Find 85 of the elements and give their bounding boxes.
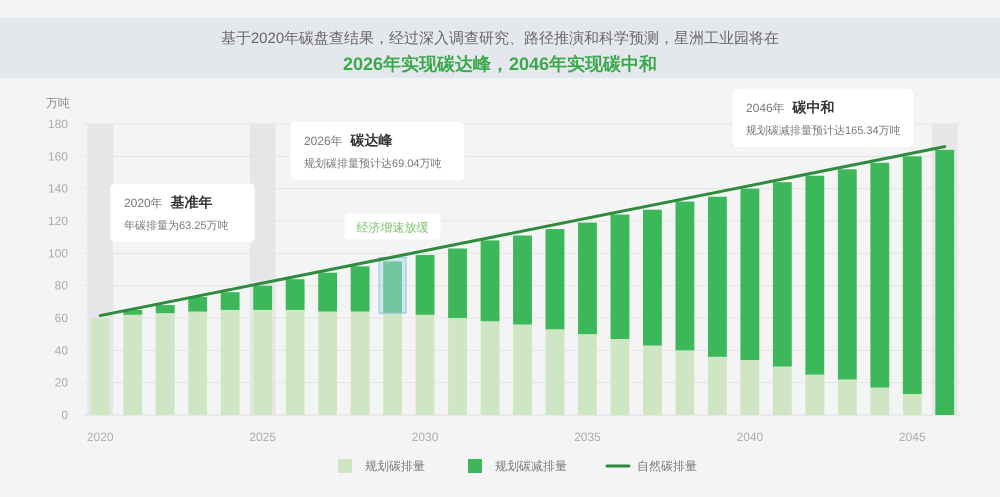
x-tick-label: 2035: [574, 430, 602, 444]
bar: [286, 310, 305, 415]
annotation: 经济增速放缓: [356, 220, 429, 234]
bar: [448, 248, 467, 318]
annotation: 碳达峰: [350, 132, 394, 148]
x-tick-label: 2040: [736, 430, 764, 444]
bar: [188, 312, 208, 415]
bar: [253, 286, 272, 310]
bar: [350, 312, 370, 415]
legend-label: 自然碳排量: [637, 459, 697, 473]
bar: [513, 236, 532, 324]
bar: [902, 394, 922, 415]
bar: [805, 374, 824, 415]
bar: [123, 314, 142, 415]
bar: [578, 334, 597, 415]
bar: [708, 356, 727, 415]
bar: [253, 310, 272, 415]
bar: [156, 305, 175, 314]
bar: [448, 318, 467, 415]
bar: [480, 240, 500, 322]
bar: [318, 312, 338, 415]
bar: [188, 296, 208, 312]
bar: [838, 379, 857, 415]
y-tick-label: 20: [54, 376, 68, 390]
bar: [416, 314, 434, 415]
annotation: 2020年: [124, 196, 163, 210]
y-tick-label: 180: [48, 117, 68, 131]
bar: [90, 318, 110, 415]
annotation: 规划碳排量预计达69.04万吨: [304, 157, 442, 170]
y-tick-label: 40: [54, 343, 68, 358]
annotation: 基准年: [170, 194, 213, 210]
bar: [546, 329, 564, 415]
chart-subtitle: 2026年实现碳达峰，2046年实现碳中和: [342, 54, 658, 74]
bar: [513, 324, 532, 415]
y-tick-label: 60: [54, 311, 68, 325]
y-tick-label: 160: [48, 149, 68, 164]
legend-item: 自然碳排量: [606, 459, 697, 473]
legend-label: 规划碳排量: [365, 459, 425, 473]
bar: [546, 229, 564, 330]
bar: [220, 310, 240, 415]
x-tick-label: 2030: [412, 430, 439, 444]
chart-title: 基于2020年碳盘查结果，经过深入调查研究、路径推演和科学预测，星洲工业园将在: [220, 30, 780, 47]
callout: 经济增速放缓: [344, 213, 441, 240]
callout: 2020年 基准年 年碳排量为63.25万吨: [110, 182, 256, 244]
callout: 2046年 碳中和 规划碳减排量预计达165.34万吨: [732, 88, 914, 148]
bar: [220, 292, 240, 310]
bar: [578, 222, 597, 334]
bar: [772, 366, 792, 415]
bar: [643, 210, 662, 346]
bar: [480, 321, 500, 415]
x-tick-label: 2020: [86, 430, 114, 444]
x-tick-label: 2025: [249, 430, 276, 444]
legend-item: 规划碳排量: [338, 459, 425, 473]
bar: [870, 162, 890, 388]
bar: [902, 156, 922, 394]
y-tick-label: 80: [54, 278, 68, 293]
bar: [610, 214, 630, 340]
bar: [286, 279, 305, 310]
bar: [772, 182, 792, 366]
bar: [610, 339, 630, 415]
bar: [156, 313, 175, 415]
y-tick-label: 0: [61, 408, 68, 422]
bar: [805, 176, 824, 375]
y-axis-title: 万吨: [46, 96, 70, 110]
bar: [350, 266, 370, 312]
legend-item: 规划碳减排量: [468, 459, 567, 473]
bar: [675, 350, 694, 415]
bar: [416, 254, 434, 315]
y-tick-label: 120: [48, 214, 68, 228]
legend-label: 规划碳减排量: [495, 459, 567, 473]
bar: [838, 169, 857, 380]
annotation: 2026年: [304, 134, 343, 148]
y-tick-label: 100: [48, 246, 68, 260]
bar: [870, 388, 890, 415]
bar: [643, 345, 662, 415]
bar: [318, 272, 338, 312]
y-tick-label: 140: [48, 182, 68, 196]
annotation: 规划碳减排量预计达165.34万吨: [746, 124, 901, 137]
bar: [708, 196, 727, 357]
bar: [740, 188, 760, 360]
bar: [675, 202, 694, 350]
callout: 2026年 碳达峰 规划碳排量预计达69.04万吨: [290, 120, 466, 182]
x-tick-label: 2045: [898, 430, 926, 444]
bar: [740, 360, 760, 415]
annotation: 年碳排量为63.25万吨: [124, 219, 229, 232]
